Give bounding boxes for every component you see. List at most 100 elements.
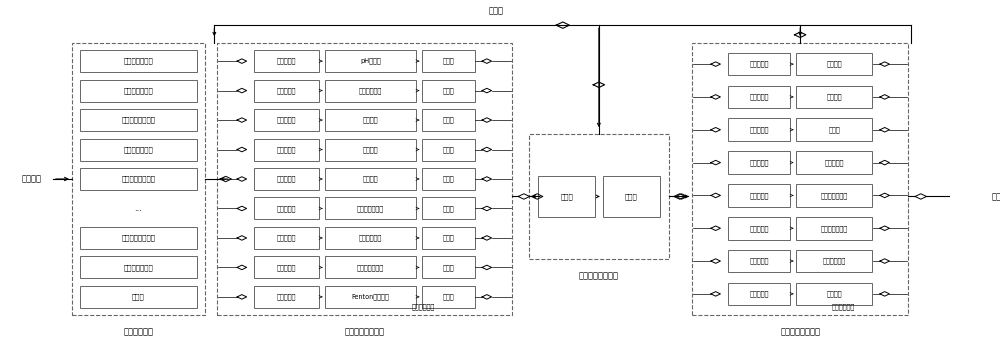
Text: 混合收集池: 混合收集池 — [749, 225, 769, 232]
Text: 膜处理: 膜处理 — [829, 126, 840, 133]
Text: 湿式氧化设施: 湿式氧化设施 — [359, 234, 382, 241]
Bar — [254, 198, 319, 219]
Text: 胺类废水收集池: 胺类废水收集池 — [123, 264, 153, 271]
Bar — [325, 50, 416, 72]
Text: 过滤设施: 过滤设施 — [827, 291, 842, 297]
Text: 混合收集池: 混合收集池 — [277, 146, 296, 153]
Bar — [728, 118, 790, 141]
Text: 超越管: 超越管 — [489, 7, 504, 16]
Text: 酸性废水收集池: 酸性废水收集池 — [123, 58, 153, 65]
Text: 卤烃类废水收集池: 卤烃类废水收集池 — [121, 176, 155, 182]
Text: 活性炭吸附: 活性炭吸附 — [825, 159, 844, 166]
Text: 混合收集池: 混合收集池 — [749, 291, 769, 297]
Text: 混合收集池: 混合收集池 — [277, 58, 296, 65]
Bar — [254, 139, 319, 160]
Bar — [80, 50, 197, 72]
Text: 过滤设施: 过滤设施 — [363, 146, 378, 153]
Bar — [728, 151, 790, 174]
Bar — [796, 53, 872, 75]
Text: 废水生化处理模块: 废水生化处理模块 — [579, 272, 619, 281]
Text: 混合收集池: 混合收集池 — [749, 126, 769, 133]
Text: 中间池: 中间池 — [443, 293, 454, 300]
Bar — [529, 133, 669, 259]
Text: 重金属废水收集池: 重金属废水收集池 — [121, 234, 155, 241]
Bar — [325, 168, 416, 190]
Bar — [603, 176, 660, 217]
Bar — [325, 80, 416, 101]
Bar — [254, 80, 319, 101]
Bar — [796, 118, 872, 141]
Bar — [796, 184, 872, 207]
Bar — [728, 283, 790, 305]
Text: 油脂类废水收集池: 油脂类废水收集池 — [121, 117, 155, 123]
Bar — [692, 43, 908, 315]
Bar — [728, 86, 790, 108]
Text: 排放口: 排放口 — [992, 192, 1000, 201]
Bar — [254, 109, 319, 131]
Text: 模块内回流管: 模块内回流管 — [832, 303, 855, 310]
Text: 声化学氧化设施: 声化学氧化设施 — [357, 205, 384, 212]
Text: 废水物化处理模块: 废水物化处理模块 — [344, 327, 384, 337]
Text: 废水收集模块: 废水收集模块 — [123, 327, 153, 337]
Text: ...: ... — [134, 204, 142, 213]
Bar — [796, 151, 872, 174]
Text: 中间池: 中间池 — [443, 176, 454, 182]
Text: 混合收集池: 混合收集池 — [277, 205, 296, 212]
Bar — [422, 256, 475, 278]
Text: 废水入口: 废水入口 — [22, 174, 42, 184]
Bar — [728, 53, 790, 75]
Bar — [796, 86, 872, 108]
Bar — [796, 217, 872, 240]
Bar — [728, 250, 790, 272]
Text: Fenton氧化设施: Fenton氧化设施 — [352, 293, 389, 300]
Bar — [325, 286, 416, 308]
Bar — [254, 286, 319, 308]
Bar — [422, 198, 475, 219]
Text: 厌氧池: 厌氧池 — [560, 193, 573, 200]
Bar — [538, 176, 595, 217]
Bar — [796, 250, 872, 272]
Text: 气浮设施: 气浮设施 — [363, 117, 378, 123]
Text: 吹脱设施: 吹脱设施 — [363, 176, 378, 182]
Text: 混合收集池: 混合收集池 — [277, 87, 296, 94]
Text: 混凝沉淀设施: 混凝沉淀设施 — [359, 87, 382, 94]
Text: 中间池: 中间池 — [443, 205, 454, 212]
Bar — [325, 227, 416, 249]
Text: 离子交换: 离子交换 — [827, 94, 842, 100]
Text: 混合收集池: 混合收集池 — [277, 293, 296, 300]
Bar — [254, 168, 319, 190]
Bar — [80, 286, 197, 308]
Bar — [422, 80, 475, 101]
Text: 中间池: 中间池 — [443, 117, 454, 123]
Bar — [72, 43, 205, 315]
Bar — [422, 109, 475, 131]
Text: 混合收集池: 混合收集池 — [277, 117, 296, 123]
Text: 电化学氧化设施: 电化学氧化设施 — [821, 192, 848, 199]
Text: 混合收集池: 混合收集池 — [277, 264, 296, 271]
Bar — [325, 198, 416, 219]
Bar — [422, 139, 475, 160]
Text: 中间池: 中间池 — [443, 234, 454, 241]
Text: 臭氧氧化设施: 臭氧氧化设施 — [823, 258, 846, 264]
Bar — [80, 109, 197, 131]
Text: 混合收集池: 混合收集池 — [749, 94, 769, 100]
Bar — [422, 286, 475, 308]
Text: 混合收集池: 混合收集池 — [277, 176, 296, 182]
Text: 备用池: 备用池 — [132, 293, 145, 300]
Text: 中间池: 中间池 — [443, 146, 454, 153]
Text: 混合收集池: 混合收集池 — [749, 159, 769, 166]
Text: 混合收集池: 混合收集池 — [749, 258, 769, 264]
Text: 树脂吸附: 树脂吸附 — [827, 61, 842, 67]
Text: 模块内回流管: 模块内回流管 — [412, 303, 435, 310]
Text: 混合收集池: 混合收集池 — [749, 61, 769, 67]
Bar — [254, 256, 319, 278]
Text: 苯类废水收集池: 苯类废水收集池 — [123, 146, 153, 153]
Bar — [254, 227, 319, 249]
Bar — [80, 80, 197, 101]
Text: 废水深度处理模块: 废水深度处理模块 — [780, 327, 820, 337]
Bar — [325, 139, 416, 160]
Bar — [422, 227, 475, 249]
Text: 电化学氧化设施: 电化学氧化设施 — [357, 264, 384, 271]
Bar — [728, 184, 790, 207]
Bar — [80, 139, 197, 160]
